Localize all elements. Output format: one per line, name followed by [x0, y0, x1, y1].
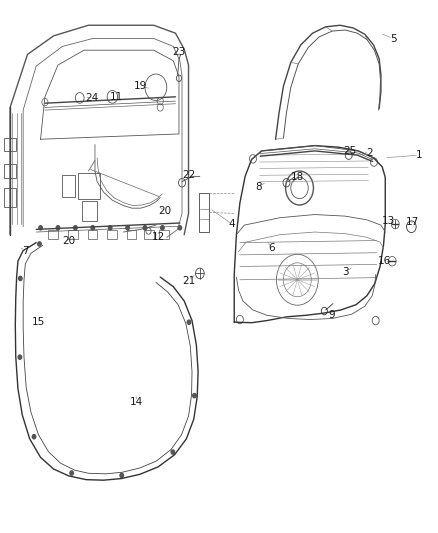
- Text: 11: 11: [110, 92, 124, 102]
- Circle shape: [70, 471, 74, 475]
- Text: 23: 23: [172, 47, 186, 56]
- Text: 25: 25: [343, 147, 356, 157]
- Text: 4: 4: [229, 219, 235, 229]
- Circle shape: [91, 225, 95, 230]
- Text: 20: 20: [158, 206, 171, 216]
- Circle shape: [56, 225, 60, 230]
- Text: 14: 14: [130, 397, 143, 407]
- Text: 5: 5: [390, 34, 396, 44]
- Text: 3: 3: [342, 267, 349, 277]
- Circle shape: [120, 473, 124, 478]
- Text: 17: 17: [406, 217, 419, 228]
- Circle shape: [39, 225, 42, 230]
- Text: 8: 8: [255, 182, 261, 192]
- Text: 22: 22: [182, 171, 195, 180]
- Circle shape: [32, 434, 36, 439]
- Circle shape: [74, 225, 77, 230]
- Text: 24: 24: [85, 93, 99, 103]
- Text: 18: 18: [291, 172, 304, 182]
- Text: 9: 9: [329, 310, 336, 320]
- Circle shape: [38, 242, 41, 246]
- Text: 2: 2: [366, 148, 372, 158]
- Circle shape: [126, 225, 129, 230]
- Circle shape: [18, 355, 21, 359]
- Text: 15: 15: [32, 317, 45, 327]
- Circle shape: [109, 225, 112, 230]
- Text: 7: 7: [22, 246, 28, 256]
- Text: 13: 13: [382, 216, 396, 227]
- Circle shape: [161, 225, 164, 230]
- Circle shape: [178, 225, 182, 230]
- Text: 12: 12: [152, 232, 165, 243]
- Circle shape: [193, 393, 196, 398]
- Circle shape: [171, 450, 175, 454]
- Text: 19: 19: [134, 81, 147, 91]
- Text: 20: 20: [62, 236, 75, 246]
- Circle shape: [18, 276, 22, 280]
- Text: 1: 1: [416, 150, 423, 160]
- Text: 21: 21: [182, 276, 195, 286]
- Circle shape: [143, 225, 147, 230]
- Text: 16: 16: [378, 256, 391, 266]
- Circle shape: [187, 320, 191, 324]
- Text: 6: 6: [268, 243, 275, 253]
